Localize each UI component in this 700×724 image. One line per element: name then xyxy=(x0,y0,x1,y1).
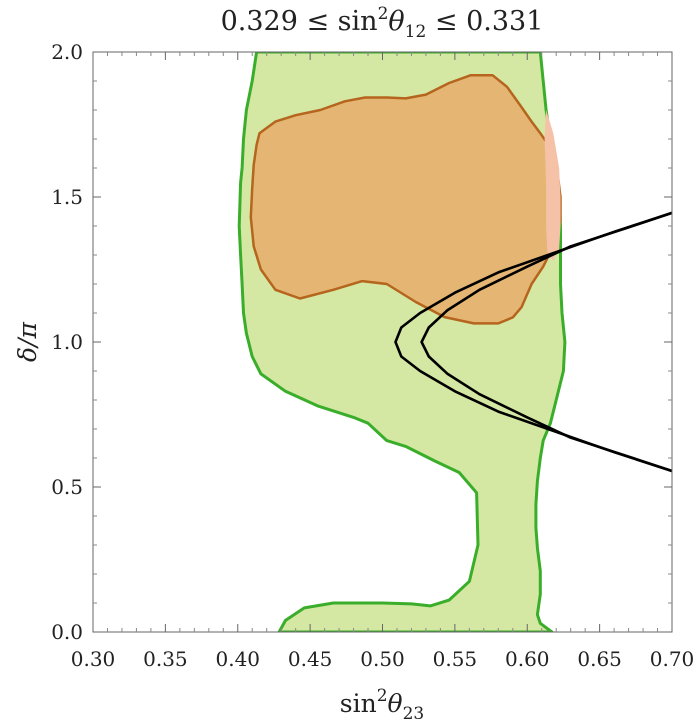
y-tick-label: 0.0 xyxy=(51,620,83,644)
contour-regions xyxy=(237,52,567,632)
x-tick-label: 0.55 xyxy=(433,647,478,671)
x-tick-label: 0.50 xyxy=(360,647,405,671)
x-tick-label: 0.35 xyxy=(143,647,188,671)
y-axis-label: δ/π xyxy=(13,321,42,361)
x-tick-label: 0.70 xyxy=(650,647,695,671)
x-tick-label: 0.40 xyxy=(215,647,260,671)
x-axis-ticks: 0.30 0.35 0.40 0.45 0.50 0.55 0.60 0.65 0.70 xyxy=(71,52,695,671)
x-tick-label: 0.65 xyxy=(577,647,622,671)
y-tick-label: 1.0 xyxy=(51,330,83,354)
x-tick-label: 0.30 xyxy=(71,647,116,671)
x-tick-label: 0.45 xyxy=(288,647,333,671)
curve-a xyxy=(394,211,672,473)
y-tick-label: 1.5 xyxy=(51,185,83,209)
y-axis-ticks: 0.0 0.5 1.0 1.5 2.0 xyxy=(51,40,672,644)
chart-title: 0.329 ≤ sin2θ12 ≤ 0.331 xyxy=(221,4,544,42)
curve-b xyxy=(420,211,672,473)
x-tick-label: 0.60 xyxy=(505,647,550,671)
y-tick-label: 2.0 xyxy=(51,40,83,64)
prediction-curves xyxy=(394,211,672,473)
x-axis-label: sin2θ23 xyxy=(340,686,424,724)
y-tick-label: 0.5 xyxy=(51,475,83,499)
region-extra xyxy=(544,110,561,261)
